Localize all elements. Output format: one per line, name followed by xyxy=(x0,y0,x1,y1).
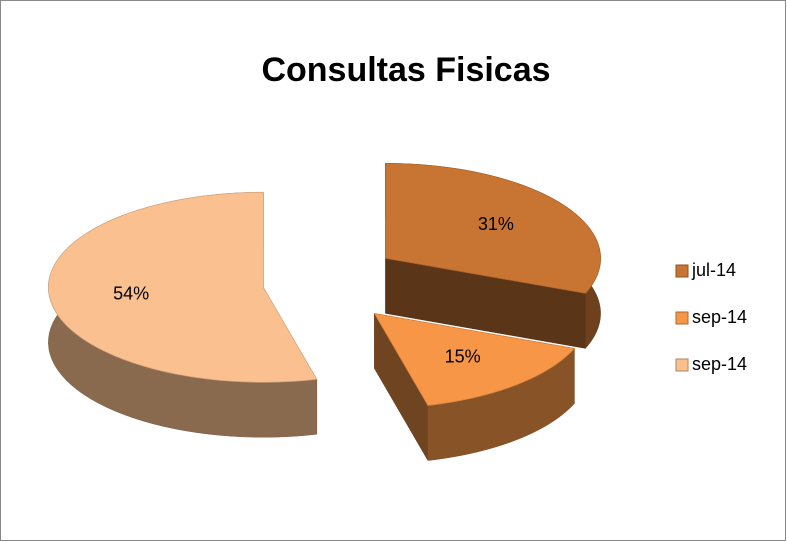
data-label: 54% xyxy=(113,283,149,303)
legend-swatch xyxy=(675,358,689,372)
slice xyxy=(373,313,576,406)
data-label: 15% xyxy=(445,346,481,366)
pie-tops xyxy=(47,163,601,406)
legend-swatch xyxy=(675,311,689,325)
legend-label: sep-14 xyxy=(692,354,747,374)
slice xyxy=(385,163,601,294)
legend-label: sep-14 xyxy=(692,307,747,327)
chart-title: Consultas Fisicas xyxy=(261,51,550,89)
legend-swatch xyxy=(675,264,689,278)
data-label: 31% xyxy=(478,214,514,234)
legend-label: jul-14 xyxy=(691,260,736,280)
slice xyxy=(47,191,318,383)
